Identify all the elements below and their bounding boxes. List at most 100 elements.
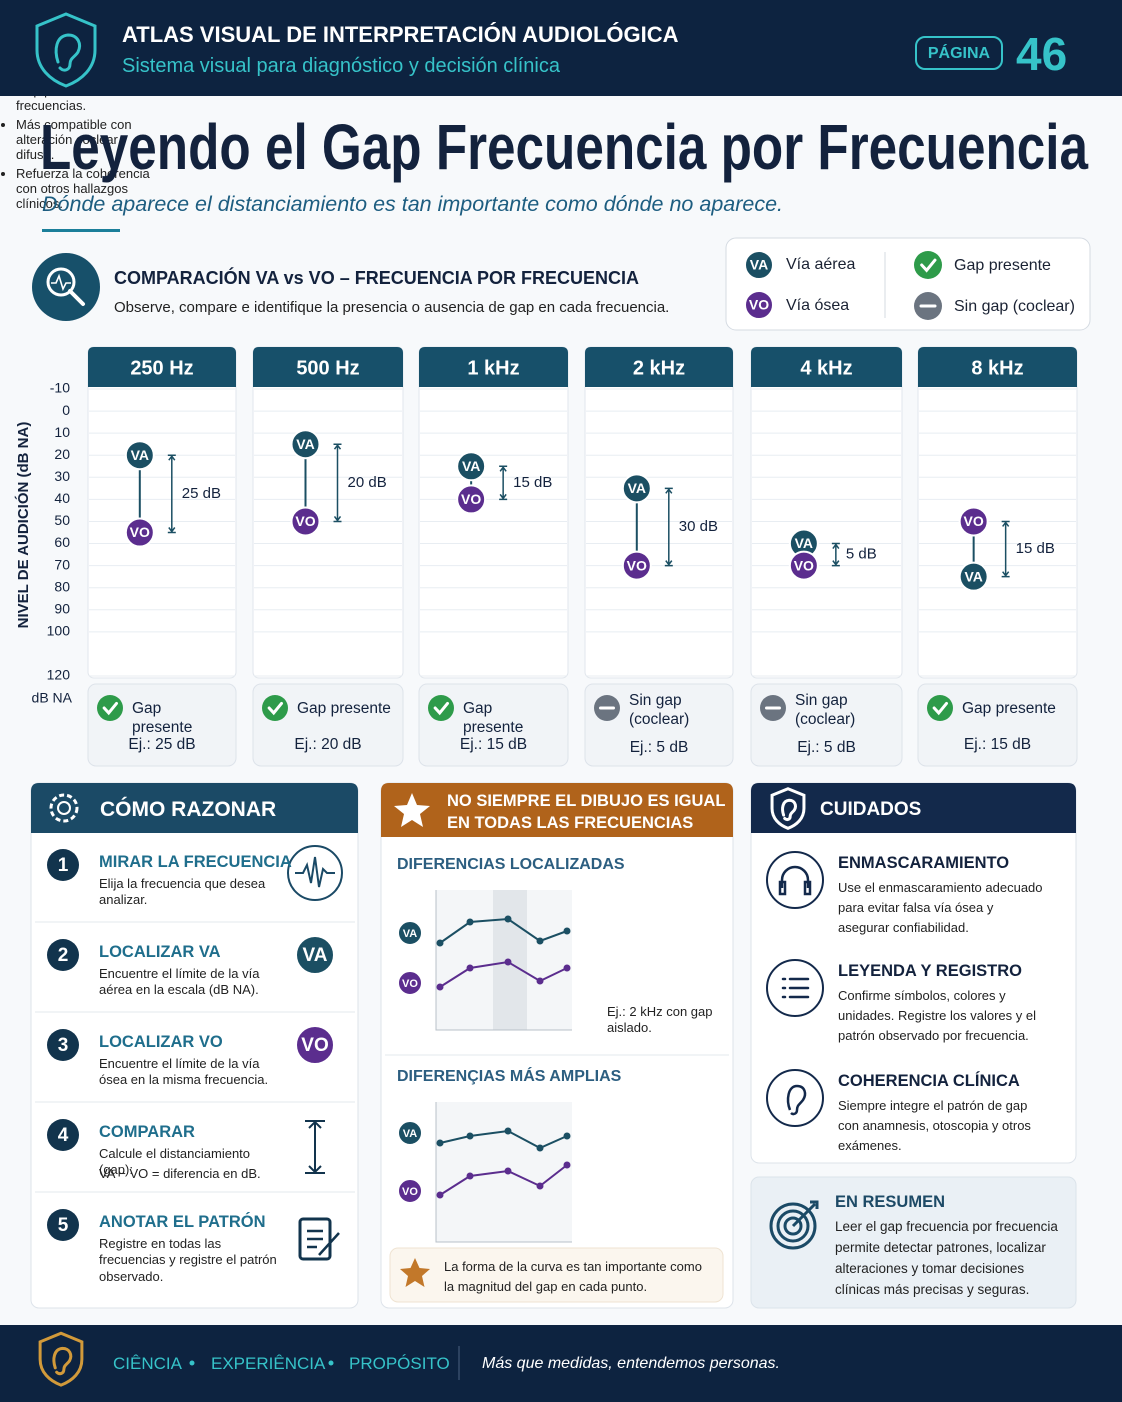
mini-dot <box>466 1132 474 1140</box>
symbol-badge <box>397 970 423 996</box>
status-card <box>917 683 1078 767</box>
symbol-text: VA <box>403 928 418 940</box>
compare-icon <box>32 253 100 321</box>
point-label: VO <box>461 491 481 507</box>
gear-core <box>57 801 71 815</box>
step-number: 5 <box>58 1215 69 1236</box>
point-label: VA <box>296 436 314 452</box>
legend-box <box>725 237 1091 331</box>
underline <box>42 229 120 232</box>
symbol-text: VO <box>749 297 769 313</box>
pulse <box>51 273 71 292</box>
gap-label: 20 dB <box>348 474 387 491</box>
list-icon <box>781 977 810 999</box>
point-label: VA <box>131 447 149 463</box>
step-text: Calcule el distanciamiento (gap): <box>99 1146 251 1178</box>
symbol-text: VA <box>303 945 328 966</box>
mini-dot <box>563 1132 571 1140</box>
panel <box>750 346 903 679</box>
footer-value: CIÊNCIA <box>113 1354 182 1373</box>
y-tick-label: 120 <box>47 667 71 683</box>
status-example: Ej.: 5 dB <box>797 739 856 756</box>
point-label: VA <box>628 480 646 496</box>
caution-title: LEYENDA Y REGISTRO <box>838 962 1022 980</box>
step-title: MIRAR LA FRECUENCIA <box>99 853 292 871</box>
check-mark <box>932 701 948 716</box>
y-tick-label: 40 <box>54 490 70 506</box>
note-box <box>389 1247 724 1303</box>
shield-icon <box>35 12 97 88</box>
ear <box>786 1084 807 1116</box>
panel <box>584 346 734 679</box>
footer-dot <box>328 1360 334 1366</box>
caution-icon <box>766 851 824 909</box>
mini-axes <box>435 890 572 1031</box>
status-card <box>584 683 734 767</box>
y-unit: dB NA <box>32 690 73 706</box>
wave <box>295 856 335 888</box>
mini-dot <box>436 939 444 947</box>
frequency-label: 500 Hz <box>296 357 359 379</box>
check-icon <box>428 695 454 721</box>
caution-icon <box>766 1069 824 1127</box>
gap-label: 30 dB <box>679 518 718 535</box>
point-label: VA <box>795 535 813 551</box>
gap-bracket <box>333 443 342 523</box>
data-point <box>456 484 487 515</box>
y-tick-label: 60 <box>54 534 70 550</box>
bullet: Refuerza la coherencia con otros hallazg… <box>16 166 154 211</box>
status-label: Gap presente <box>962 700 1056 717</box>
symbol-badge <box>397 1120 423 1146</box>
main-title: Leyendo el Gap Frecuencia por Frecuencia <box>40 111 1088 183</box>
mini-dot <box>436 1191 444 1199</box>
y-tick-label: 100 <box>47 623 71 639</box>
panel-header <box>88 347 236 387</box>
section-title: DIFERENCIAS LOCALIZADAS <box>397 856 625 873</box>
gap-label: 15 dB <box>513 474 552 491</box>
y-tick-label: 90 <box>54 600 70 616</box>
gap-bracket <box>831 542 840 567</box>
step-title: ANOTAR EL PATRÓN <box>99 1213 266 1231</box>
step-title: LOCALIZAR VO <box>99 1033 223 1051</box>
target-ring <box>776 1209 810 1243</box>
status-label: Gap presente <box>297 700 391 717</box>
symbol-badge <box>295 935 335 975</box>
frequency-label: 1 kHz <box>467 357 519 379</box>
mini-dot <box>436 983 444 991</box>
step-text: Elija la frecuencia que desea analizar. <box>99 876 266 908</box>
clipboard-lines <box>307 1229 340 1256</box>
step-text: Encuentre el límite de la vía aérea en l… <box>99 966 260 998</box>
y-tick-label: 70 <box>54 556 70 572</box>
shield-icon <box>38 1331 84 1387</box>
card-title: CUIDADOS <box>820 799 922 820</box>
bullet: Más compatible con alteración coclear di… <box>16 117 154 162</box>
panel-header <box>918 347 1077 387</box>
status-label: Sin gap (coclear) <box>629 692 690 729</box>
y-tick-label: 80 <box>54 578 70 594</box>
mini-dot <box>504 1167 512 1175</box>
symbol-badge <box>744 250 774 280</box>
status-card <box>252 683 404 767</box>
check-mark <box>102 701 118 716</box>
data-point <box>290 429 321 460</box>
legend-label: Vía ósea <box>786 297 850 314</box>
check-mark <box>267 701 283 716</box>
mini-dot <box>504 1127 512 1135</box>
frequency-label: 250 Hz <box>130 357 193 379</box>
mini-dot <box>536 1182 544 1190</box>
check-icon <box>927 695 953 721</box>
footer-bar <box>0 1325 1122 1402</box>
note-text: La forma de la curva es tan importante c… <box>444 1259 702 1295</box>
panel <box>917 346 1078 679</box>
mini-dot <box>536 977 544 985</box>
symbol-badge <box>744 290 774 320</box>
mini-dot <box>563 927 571 935</box>
panel <box>87 346 237 679</box>
status-label: Gap presente <box>132 700 193 737</box>
status-example: Ej.: 15 dB <box>459 736 528 753</box>
step-title: LOCALIZAR VA <box>99 943 221 961</box>
panel-header <box>751 347 902 387</box>
ear-icon <box>781 798 797 822</box>
